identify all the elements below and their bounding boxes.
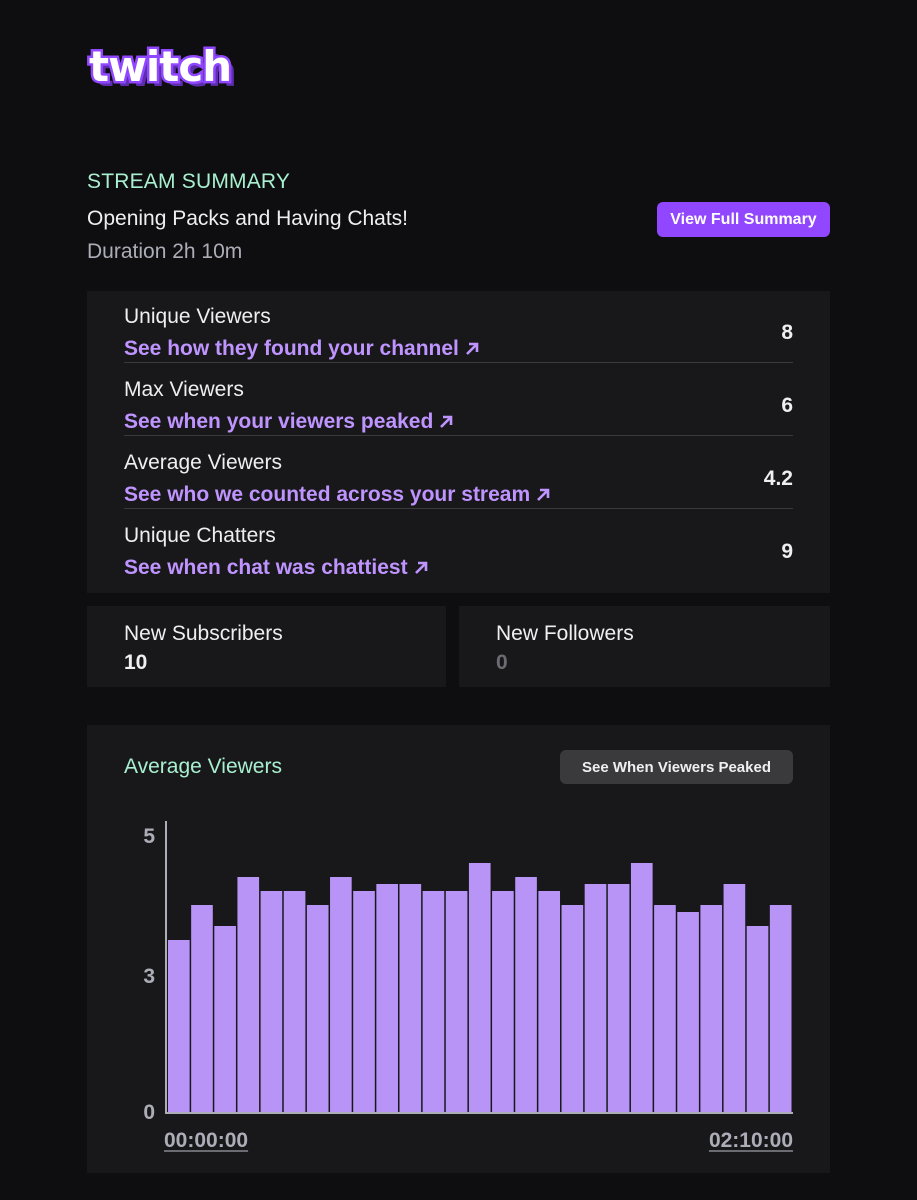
y-tick-label: 5: [143, 825, 155, 848]
twitch-logo: twitch twitch: [87, 46, 238, 96]
svg-text:twitch: twitch: [94, 47, 236, 96]
chart-axis: [165, 821, 793, 1114]
stat-link-text: See when chat was chattiest: [124, 556, 408, 579]
stat-link-text: See how they found your channel: [124, 337, 459, 360]
chart-bar: [237, 877, 260, 1112]
chart-bar: [306, 905, 329, 1112]
chart-bar: [630, 863, 653, 1112]
stat-link-found-channel[interactable]: See how they found your channel: [124, 337, 480, 361]
section-eyebrow: STREAM SUMMARY: [87, 170, 291, 193]
chart-bar: [584, 884, 607, 1112]
arrow-up-right-icon: [465, 342, 479, 355]
stats-panel: Unique Viewers See how they found your c…: [87, 291, 830, 593]
chart-bar: [700, 905, 723, 1112]
chart-bar: [723, 884, 746, 1112]
chart-bar: [168, 940, 190, 1112]
chart-bar: [376, 884, 398, 1112]
stat-value: 8: [781, 321, 793, 344]
x-axis-end-label: 02:10:00: [708, 1129, 793, 1152]
y-tick-label: 0: [143, 1101, 155, 1124]
stat-link-text: See who we counted across your stream: [124, 483, 531, 506]
chart-bar: [422, 891, 445, 1112]
stat-value: 4.2: [763, 467, 793, 490]
see-when-viewers-peaked-button[interactable]: See When Viewers Peaked: [560, 750, 793, 784]
stat-label: Unique Viewers: [124, 305, 271, 328]
stat-label: Max Viewers: [124, 378, 244, 401]
chart-bar: [561, 905, 584, 1112]
stat-link-chattiest[interactable]: See when chat was chattiest: [124, 556, 429, 580]
stat-value: 9: [781, 540, 793, 563]
chart-bar: [214, 926, 236, 1112]
stat-value: 6: [781, 394, 793, 417]
chart-bar: [330, 877, 352, 1112]
new-followers-label: New Followers: [496, 622, 634, 645]
chart-bar: [654, 905, 676, 1112]
new-subscribers-value: 10: [124, 651, 148, 674]
arrow-up-right-icon: [537, 488, 550, 501]
stat-row-unique-viewers: Unique Viewers See how they found your c…: [124, 291, 793, 363]
chart-bar: [399, 884, 422, 1112]
stat-label: Average Viewers: [124, 451, 282, 474]
chart-bar: [515, 877, 537, 1112]
stat-link-counted-viewers[interactable]: See who we counted across your stream: [124, 483, 551, 507]
stat-row-max-viewers: Max Viewers See when your viewers peaked…: [124, 364, 793, 436]
chart-bar: [260, 891, 283, 1112]
arrow-up-right-icon: [414, 561, 427, 574]
new-subscribers-label: New Subscribers: [124, 622, 283, 645]
stream-title: Opening Packs and Having Chats!: [87, 207, 409, 230]
stat-link-text: See when your viewers peaked: [124, 410, 434, 433]
average-viewers-chart: 0 3 5: [143, 821, 793, 1124]
stat-row-unique-chatters: Unique Chatters See when chat was chatti…: [124, 510, 793, 582]
new-followers-card: New Followers 0: [459, 606, 830, 687]
x-axis-start-label: 00:00:00: [164, 1129, 249, 1152]
stat-label: Unique Chatters: [124, 524, 276, 547]
new-followers-value: 0: [496, 651, 508, 674]
arrow-up-right-icon: [440, 415, 453, 428]
chart-bar: [191, 905, 213, 1112]
chart-bar: [353, 891, 375, 1112]
chart-bar: [468, 863, 491, 1112]
new-subscribers-card: New Subscribers 10: [87, 606, 446, 687]
view-full-summary-button[interactable]: View Full Summary: [657, 202, 830, 237]
chart-bar: [445, 891, 468, 1112]
chart-bar: [538, 891, 561, 1112]
stat-link-viewers-peaked[interactable]: See when your viewers peaked: [124, 410, 454, 434]
chart-bar: [769, 905, 792, 1112]
stat-row-average-viewers: Average Viewers See who we counted acros…: [124, 437, 793, 509]
chart-bar: [283, 891, 306, 1112]
chart-title: Average Viewers: [124, 755, 282, 778]
y-tick-label: 3: [143, 965, 155, 988]
chart-bar: [492, 891, 514, 1112]
chart-bar: [677, 912, 699, 1112]
svg-text:twitch: twitch: [89, 46, 231, 91]
chart-bar: [607, 884, 630, 1112]
stream-duration: Duration 2h 10m: [87, 240, 243, 263]
average-viewers-chart-panel: Average Viewers See When Viewers Peaked …: [87, 725, 830, 1173]
chart-bar: [746, 926, 769, 1112]
